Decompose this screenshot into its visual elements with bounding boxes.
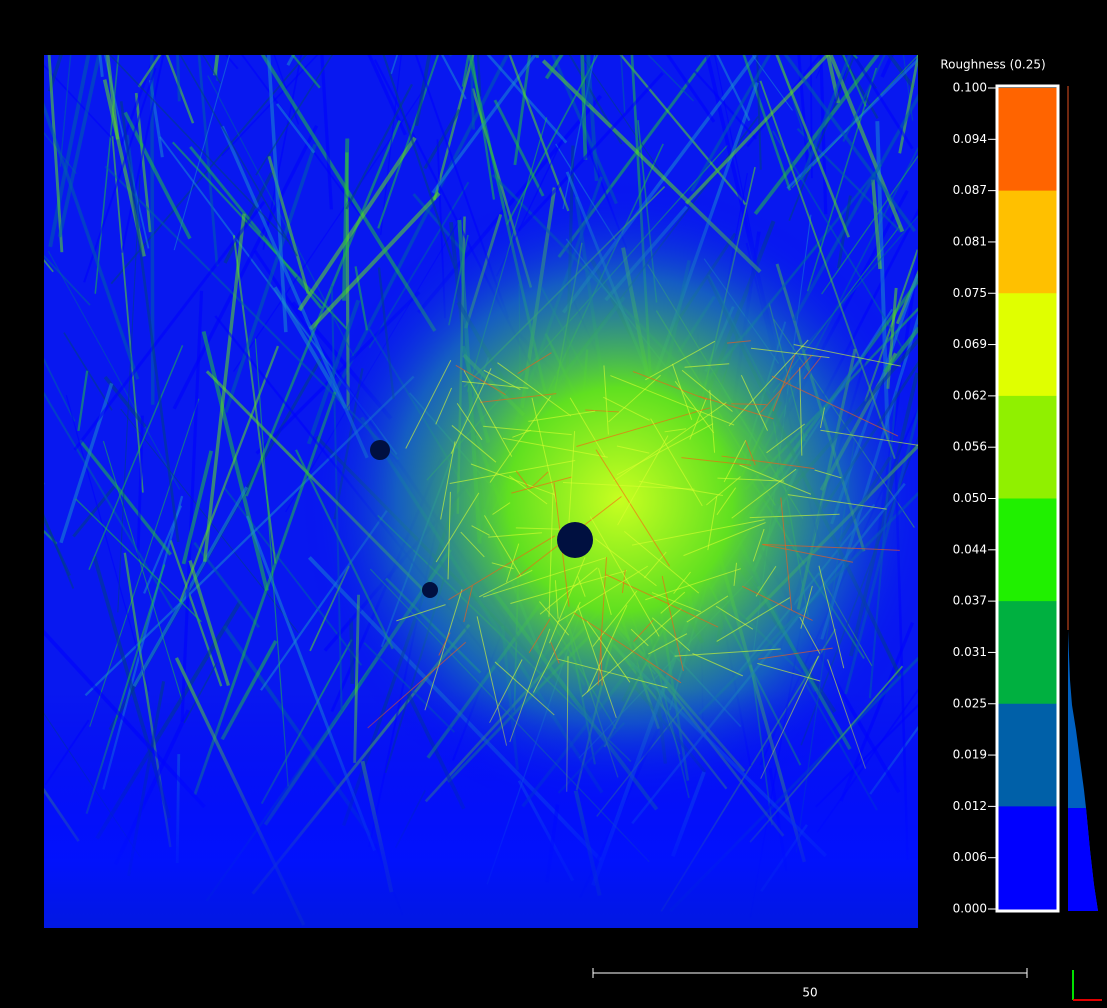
scale-tick-label: 0.044 bbox=[953, 542, 987, 556]
cloud-hole bbox=[422, 582, 438, 598]
scale-tick-label: 0.012 bbox=[953, 799, 987, 813]
page: Roughness (0.25) 50 0.100 0.094 0.087 0.081… bbox=[0, 0, 1107, 1008]
scale-band bbox=[998, 806, 1057, 909]
scale-tick-label: 0.031 bbox=[953, 645, 987, 659]
scale-band bbox=[998, 601, 1057, 704]
scale-tick-label: 0.056 bbox=[953, 440, 987, 454]
scale-tick-label: 0.069 bbox=[953, 337, 987, 351]
scale-tick-label: 0.062 bbox=[953, 388, 987, 402]
cloud-floor bbox=[44, 690, 918, 928]
color-scale bbox=[998, 88, 1057, 910]
cloud-hole bbox=[370, 440, 390, 460]
scale-tick-label: 0.081 bbox=[953, 234, 987, 248]
scale-tick-label: 0.087 bbox=[953, 183, 987, 197]
scale-title: Roughness (0.25) bbox=[940, 58, 1045, 72]
scale-tick-label: 0.075 bbox=[953, 286, 987, 300]
scale-tick-label: 0.006 bbox=[953, 850, 987, 864]
scale-band bbox=[998, 499, 1057, 602]
viewport: Roughness (0.25) 50 0.100 0.094 0.087 0.081… bbox=[0, 0, 1107, 1004]
scale-band bbox=[998, 704, 1057, 807]
scale-band bbox=[998, 293, 1057, 396]
scalebar-label: 50 bbox=[802, 986, 817, 1000]
cloud-hole bbox=[557, 522, 593, 558]
scale-tick-label: 0.050 bbox=[953, 491, 987, 505]
scale-tick-label: 0.025 bbox=[953, 696, 987, 710]
scale-tick-label: 0.094 bbox=[953, 132, 987, 146]
scale-tick-label: 0.037 bbox=[953, 594, 987, 608]
scale-tick-label: 0.019 bbox=[953, 748, 987, 762]
scale-tick-label: 0.100 bbox=[953, 81, 987, 95]
scale-band bbox=[998, 191, 1057, 294]
scale-band bbox=[998, 396, 1057, 499]
scale-tick-label: 0.000 bbox=[953, 902, 987, 916]
scale-band bbox=[998, 88, 1057, 191]
